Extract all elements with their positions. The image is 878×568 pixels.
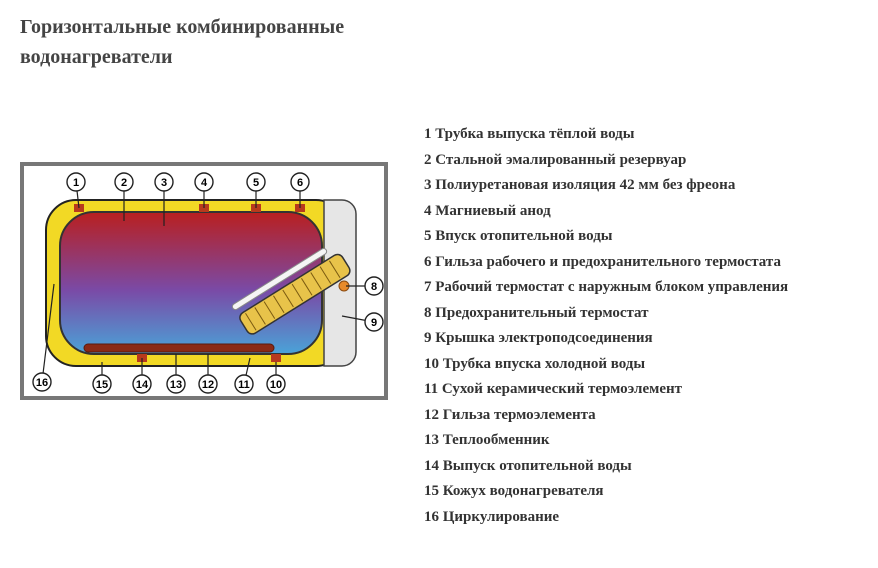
callout-num-14: 14 bbox=[136, 379, 149, 391]
callout-num-1: 1 bbox=[73, 177, 79, 189]
legend-item-12: 12 Гильза термоэлемента bbox=[424, 403, 858, 429]
title-line2: водонагреватели bbox=[20, 42, 858, 72]
legend-item-2: 2 Стальной эмалированный резервуар bbox=[424, 148, 858, 174]
legend-item-3: 3 Полиуретановая изоляция 42 мм без фрео… bbox=[424, 173, 858, 199]
legend-list: 1 Трубка выпуска тёплой воды2 Стальной э… bbox=[424, 122, 858, 530]
legend-item-14: 14 Выпуск отопительной воды bbox=[424, 454, 858, 480]
callout-num-4: 4 bbox=[201, 177, 208, 189]
legend-item-7: 7 Рабочий термостат с наружным блоком уп… bbox=[424, 275, 858, 301]
tank bbox=[60, 212, 322, 354]
heater-diagram: 1234561514131211108916 bbox=[20, 162, 388, 400]
callout-num-10: 10 bbox=[270, 379, 282, 391]
legend-item-1: 1 Трубка выпуска тёплой воды bbox=[424, 122, 858, 148]
legend-item-9: 9 Крышка электроподсоединения bbox=[424, 326, 858, 352]
page-title: Горизонтальные комбинированные водонагре… bbox=[20, 12, 858, 72]
title-line1: Горизонтальные комбинированные bbox=[20, 12, 858, 42]
port-bottom bbox=[271, 354, 281, 362]
callout-num-5: 5 bbox=[253, 177, 259, 189]
callout-num-15: 15 bbox=[96, 379, 108, 391]
callout-num-6: 6 bbox=[297, 177, 303, 189]
legend-item-16: 16 Циркулирование bbox=[424, 505, 858, 531]
callout-num-9: 9 bbox=[371, 317, 377, 329]
callout-num-8: 8 bbox=[371, 281, 377, 293]
callout-num-3: 3 bbox=[161, 177, 167, 189]
legend-item-13: 13 Теплообменник bbox=[424, 428, 858, 454]
legend-item-15: 15 Кожух водонагревателя bbox=[424, 479, 858, 505]
legend-item-10: 10 Трубка впуска холодной воды bbox=[424, 352, 858, 378]
legend-item-5: 5 Впуск отопительной воды bbox=[424, 224, 858, 250]
legend-item-11: 11 Сухой керамический термоэлемент bbox=[424, 377, 858, 403]
callout-num-2: 2 bbox=[121, 177, 127, 189]
legend-item-6: 6 Гильза рабочего и предохранительного т… bbox=[424, 250, 858, 276]
legend-item-8: 8 Предохранительный термостат bbox=[424, 301, 858, 327]
heat-exchanger bbox=[84, 344, 274, 352]
content-row: 1234561514131211108916 1 Трубка выпуска … bbox=[20, 122, 858, 530]
diagram-container: 1234561514131211108916 bbox=[20, 122, 388, 400]
callout-num-12: 12 bbox=[202, 379, 214, 391]
callout-num-11: 11 bbox=[238, 379, 250, 391]
callout-num-16: 16 bbox=[36, 377, 48, 389]
legend-item-4: 4 Магниевый анод bbox=[424, 199, 858, 225]
callout-num-13: 13 bbox=[170, 379, 182, 391]
